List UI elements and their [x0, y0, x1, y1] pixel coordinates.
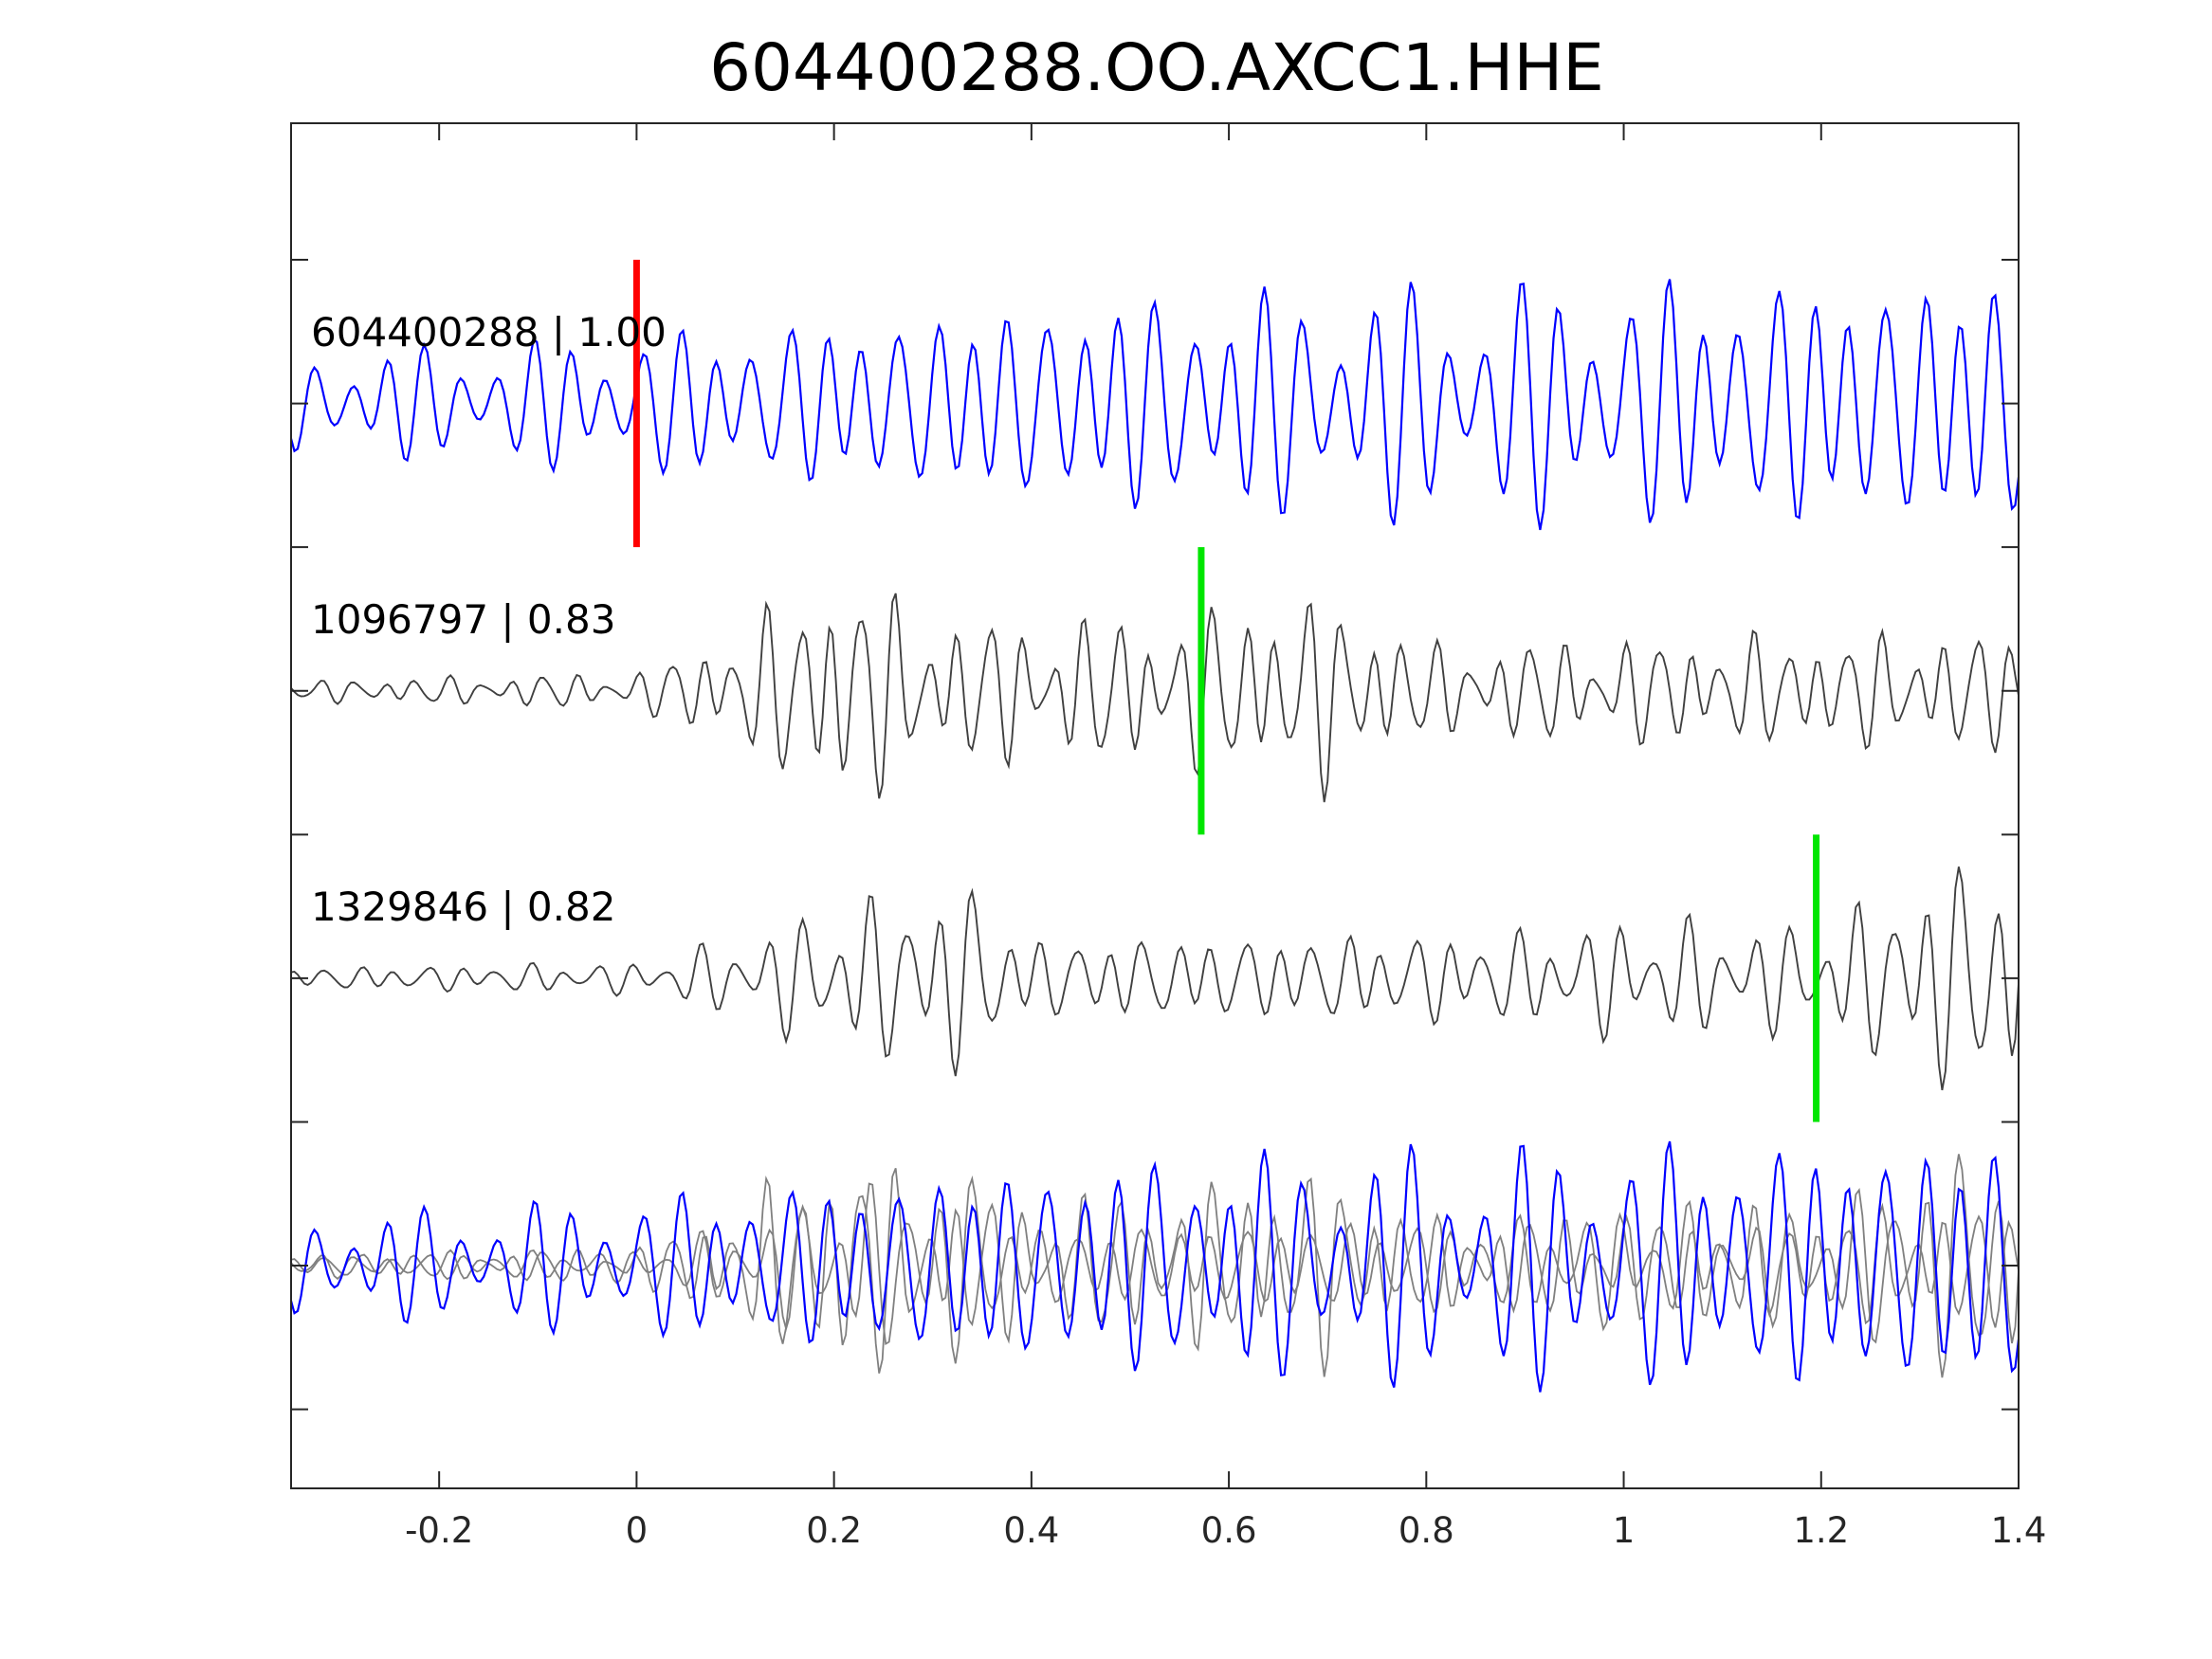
trace-series-1096797 — [290, 592, 2020, 803]
x-tick-label-0: -0.2 — [405, 1510, 473, 1551]
x-tick-label-4: 0.6 — [1201, 1510, 1257, 1551]
axes-frame — [290, 122, 2020, 1489]
trace-series-1329846 — [290, 866, 2020, 1091]
trace-labels: 604400288 | 1.00 1096797 | 0.83 1329846 | … — [311, 309, 667, 930]
trace-label-1096797: 1096797 | 0.83 — [311, 596, 615, 643]
trace-label-1329846: 1329846 | 0.82 — [311, 884, 615, 930]
chart-title: 604400288.OO.AXCC1.HHE — [709, 30, 1604, 106]
x-tick-label-8: 1.4 — [1991, 1510, 2047, 1551]
x-tick-label-1: 0 — [626, 1510, 649, 1551]
trace-series-604400288 — [289, 279, 2020, 531]
overlay-series-1096797 — [290, 1167, 2020, 1377]
x-tick-label-5: 0.8 — [1398, 1510, 1454, 1551]
plot-area — [289, 260, 2020, 1393]
x-tick-label-7: 1.2 — [1793, 1510, 1849, 1551]
overlay-series-1329846 — [290, 1154, 2020, 1378]
x-tick-label-2: 0.2 — [806, 1510, 862, 1551]
x-tick-label-3: 0.4 — [1003, 1510, 1059, 1551]
x-axis: -0.2 0 0.2 0.4 0.6 0.8 1 1.2 1.4 — [291, 123, 2046, 1551]
trace-label-604400288: 604400288 | 1.00 — [311, 309, 667, 356]
overlay-series-604400288 — [289, 1140, 2020, 1393]
x-tick-label-6: 1 — [1613, 1510, 1636, 1551]
